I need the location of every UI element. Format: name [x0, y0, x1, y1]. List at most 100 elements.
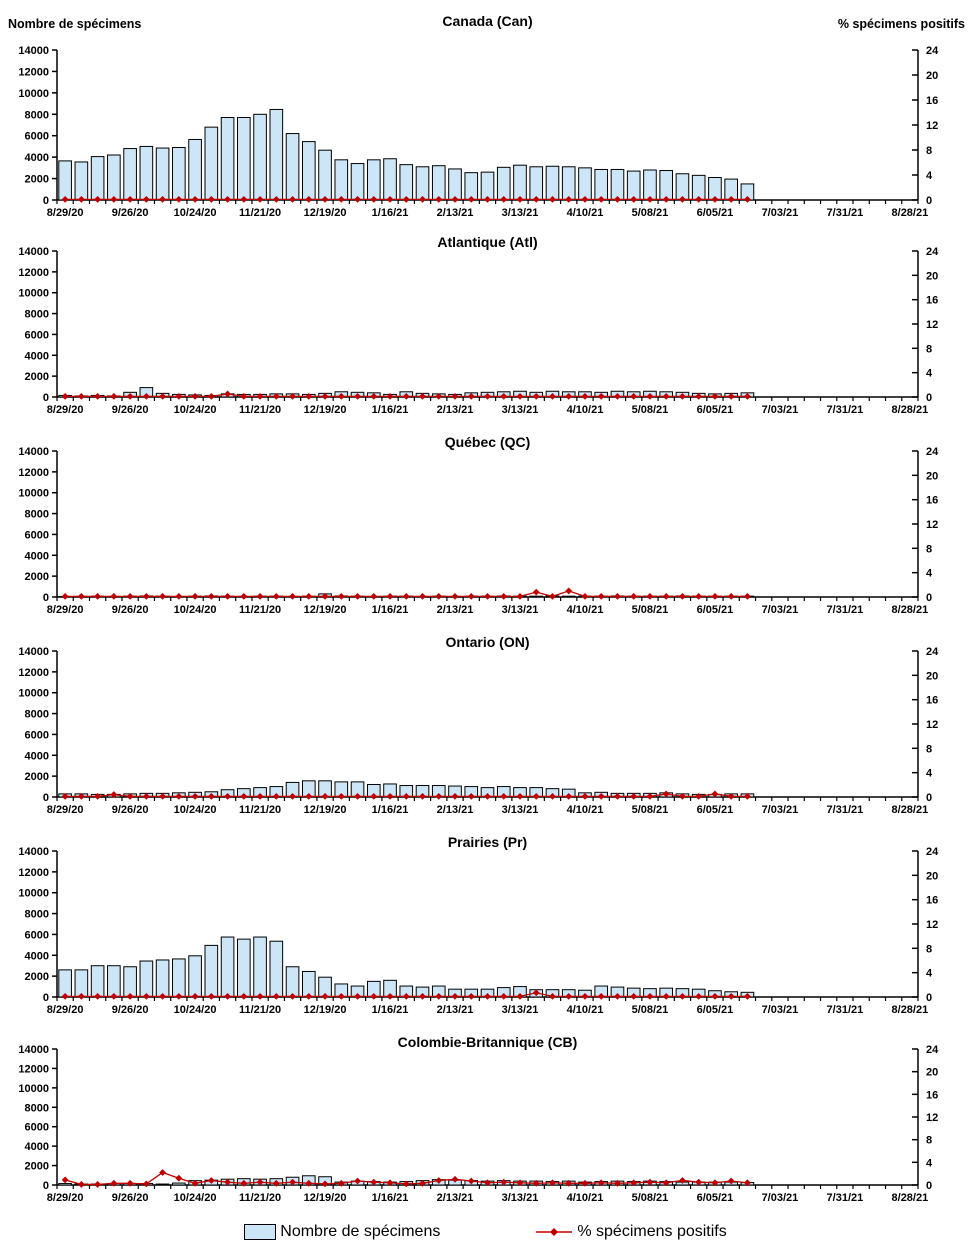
svg-text:12000: 12000: [18, 467, 49, 479]
svg-text:20: 20: [926, 470, 938, 482]
svg-text:12: 12: [926, 719, 938, 731]
svg-text:1/16/21: 1/16/21: [372, 804, 409, 816]
svg-text:8: 8: [926, 943, 932, 955]
svg-text:3/13/21: 3/13/21: [502, 604, 539, 616]
svg-text:% spécimens positifs: % spécimens positifs: [838, 17, 965, 31]
svg-text:5/08/21: 5/08/21: [632, 1192, 669, 1204]
svg-text:6/05/21: 6/05/21: [697, 604, 734, 616]
svg-text:12/19/20: 12/19/20: [304, 207, 347, 219]
svg-text:14000: 14000: [18, 246, 49, 258]
svg-text:4/10/21: 4/10/21: [567, 207, 604, 219]
svg-text:5/08/21: 5/08/21: [632, 604, 669, 616]
svg-text:1/16/21: 1/16/21: [372, 404, 409, 416]
svg-text:7/31/21: 7/31/21: [827, 804, 864, 816]
svg-text:0: 0: [926, 792, 932, 804]
svg-text:0: 0: [43, 195, 49, 207]
svg-text:24: 24: [926, 246, 939, 258]
svg-text:9/26/20: 9/26/20: [112, 1004, 149, 1016]
svg-text:7/03/21: 7/03/21: [762, 1192, 799, 1204]
svg-text:7/03/21: 7/03/21: [762, 207, 799, 219]
svg-text:10000: 10000: [18, 488, 49, 500]
svg-text:12: 12: [926, 919, 938, 931]
svg-text:2000: 2000: [25, 174, 49, 186]
svg-text:10000: 10000: [18, 888, 49, 900]
svg-text:10000: 10000: [18, 1083, 49, 1095]
svg-text:10/24/20: 10/24/20: [174, 1192, 217, 1204]
svg-text:6/05/21: 6/05/21: [697, 404, 734, 416]
svg-text:4000: 4000: [25, 550, 49, 562]
svg-text:6/05/21: 6/05/21: [697, 1004, 734, 1016]
svg-text:8000: 8000: [25, 909, 49, 921]
svg-text:16: 16: [926, 1089, 938, 1101]
svg-text:9/26/20: 9/26/20: [112, 404, 149, 416]
svg-text:8000: 8000: [25, 709, 49, 721]
legend-label-specimens: Nombre de spécimens: [280, 1223, 441, 1240]
svg-text:12/19/20: 12/19/20: [304, 604, 347, 616]
chart-canada: Nombre de spécimens % spécimens positifs C…: [8, 13, 965, 219]
svg-text:9/26/20: 9/26/20: [112, 804, 149, 816]
svg-text:14000: 14000: [18, 45, 49, 57]
svg-text:6/05/21: 6/05/21: [697, 804, 734, 816]
svg-text:0: 0: [43, 992, 49, 1004]
svg-text:11/21/20: 11/21/20: [239, 1192, 281, 1204]
svg-text:9/26/20: 9/26/20: [112, 1192, 149, 1204]
svg-text:2000: 2000: [25, 771, 49, 783]
bar-swatch: [244, 1224, 277, 1240]
legend-item-specimens: Nombre de spécimens: [244, 1223, 440, 1241]
svg-text:2/13/21: 2/13/21: [437, 604, 474, 616]
svg-text:16: 16: [926, 95, 938, 107]
legend-item-pct-positive: % spécimens positifs: [535, 1223, 727, 1241]
svg-text:7/31/21: 7/31/21: [827, 404, 864, 416]
svg-text:7/03/21: 7/03/21: [762, 804, 799, 816]
svg-text:6/05/21: 6/05/21: [697, 207, 734, 219]
svg-text:7/03/21: 7/03/21: [762, 1004, 799, 1016]
svg-text:14000: 14000: [18, 446, 49, 458]
svg-text:5/08/21: 5/08/21: [632, 1004, 669, 1016]
svg-text:12/19/20: 12/19/20: [304, 804, 347, 816]
svg-text:14000: 14000: [18, 1044, 49, 1056]
svg-text:20: 20: [926, 1067, 938, 1079]
svg-text:5/08/21: 5/08/21: [632, 804, 669, 816]
svg-text:8/28/21: 8/28/21: [892, 1004, 929, 1016]
svg-text:8000: 8000: [25, 309, 49, 321]
svg-text:0: 0: [43, 792, 49, 804]
svg-text:12: 12: [926, 120, 938, 132]
svg-text:0: 0: [926, 392, 932, 404]
svg-text:Prairies (Pr): Prairies (Pr): [448, 834, 527, 850]
svg-text:7/31/21: 7/31/21: [827, 1004, 864, 1016]
svg-text:7/03/21: 7/03/21: [762, 604, 799, 616]
svg-text:2/13/21: 2/13/21: [437, 1004, 474, 1016]
svg-text:24: 24: [926, 45, 939, 57]
svg-text:4/10/21: 4/10/21: [567, 1192, 604, 1204]
svg-text:12/19/20: 12/19/20: [304, 1192, 347, 1204]
svg-text:1/16/21: 1/16/21: [372, 207, 409, 219]
svg-text:20: 20: [926, 870, 938, 882]
svg-text:8/29/20: 8/29/20: [47, 207, 84, 219]
svg-text:4000: 4000: [25, 750, 49, 762]
svg-text:10/24/20: 10/24/20: [174, 207, 217, 219]
svg-text:5/08/21: 5/08/21: [632, 404, 669, 416]
svg-text:12: 12: [926, 519, 938, 531]
svg-text:9/26/20: 9/26/20: [112, 207, 149, 219]
chart-ontario: Ontario (ON) 0 2000 4000 6000 8000 10000 12000 1…: [18, 634, 939, 816]
svg-text:16: 16: [926, 495, 938, 507]
svg-text:10000: 10000: [18, 288, 49, 300]
svg-text:14000: 14000: [18, 646, 49, 658]
svg-text:24: 24: [926, 646, 939, 658]
svg-text:Ontario (ON): Ontario (ON): [446, 634, 530, 650]
svg-text:12: 12: [926, 319, 938, 331]
svg-text:10000: 10000: [18, 688, 49, 700]
svg-text:8/28/21: 8/28/21: [892, 1192, 929, 1204]
svg-text:24: 24: [926, 846, 939, 858]
svg-text:20: 20: [926, 670, 938, 682]
svg-text:2000: 2000: [25, 1161, 49, 1173]
svg-text:8000: 8000: [25, 1102, 49, 1114]
svg-text:4/10/21: 4/10/21: [567, 804, 604, 816]
svg-text:1/16/21: 1/16/21: [372, 604, 409, 616]
svg-text:8/29/20: 8/29/20: [47, 604, 84, 616]
svg-text:1/16/21: 1/16/21: [372, 1192, 409, 1204]
svg-text:8/28/21: 8/28/21: [892, 804, 929, 816]
chart-prairies: Prairies (Pr) 0 2000 4000 6000 8000 10000 12000…: [18, 834, 939, 1016]
svg-text:0: 0: [43, 392, 49, 404]
